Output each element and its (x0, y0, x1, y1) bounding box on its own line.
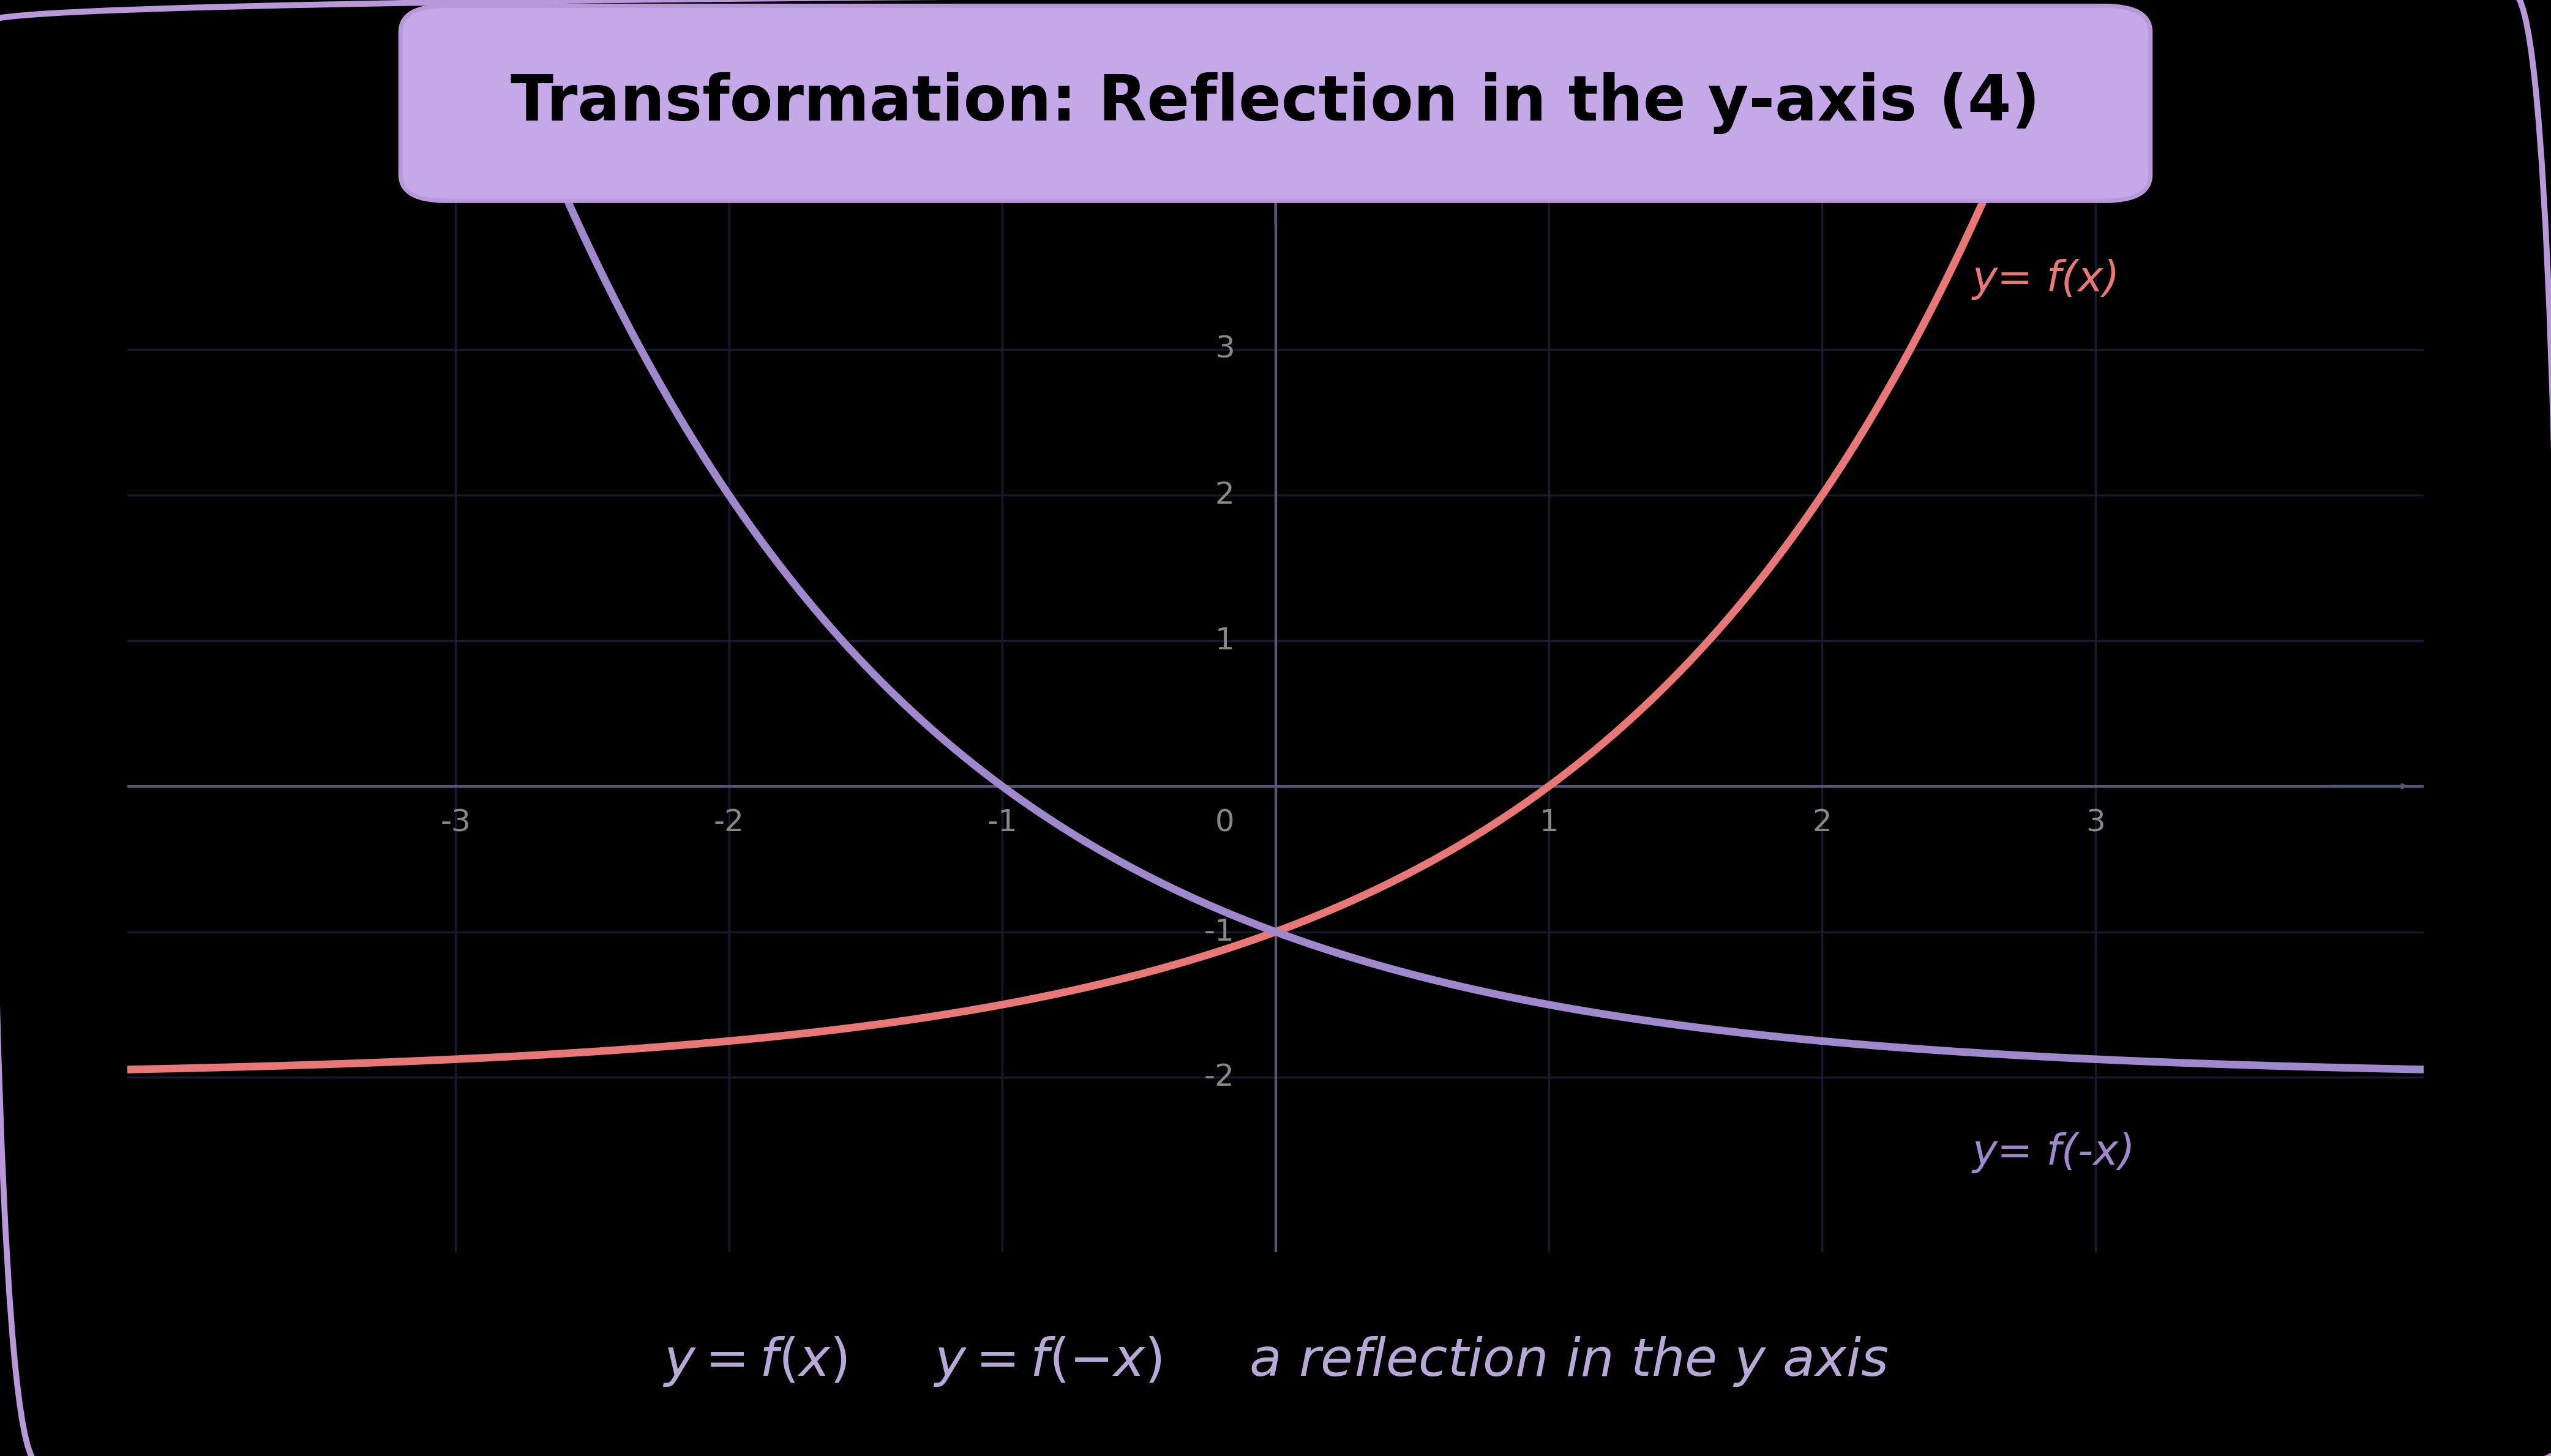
Text: 1: 1 (1538, 808, 1559, 837)
Text: 2: 2 (1214, 480, 1235, 510)
Text: Transformation: Reflection in the y-axis (4): Transformation: Reflection in the y-axis… (510, 73, 2041, 134)
Text: -3: -3 (441, 808, 472, 837)
Text: 0: 0 (1214, 808, 1235, 837)
Text: 1: 1 (1214, 626, 1235, 655)
Text: -1: -1 (987, 808, 1018, 837)
Text: y= f(-x): y= f(-x) (1972, 1133, 2135, 1174)
FancyBboxPatch shape (401, 6, 2150, 201)
Text: 2: 2 (1811, 808, 1832, 837)
Text: -2: -2 (1204, 1063, 1235, 1092)
Text: $y = f(x)$     $y = f(-x)$     $a\ reflection\ in\ the\ y\ axis$: $y = f(x)$ $y = f(-x)$ $a\ reflection\ i… (663, 1335, 1888, 1388)
Text: -1: -1 (1204, 917, 1235, 946)
Text: y= f(x): y= f(x) (1972, 259, 2120, 300)
Text: 3: 3 (2087, 808, 2105, 837)
Text: -2: -2 (714, 808, 745, 837)
Text: 3: 3 (1214, 335, 1235, 364)
